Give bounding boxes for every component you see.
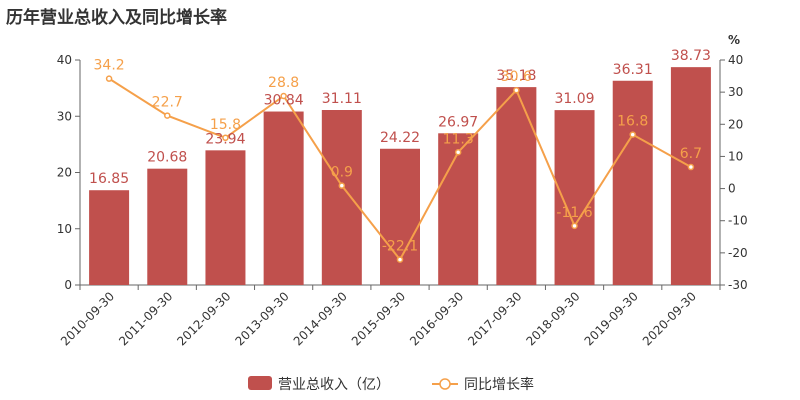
legend-line-label: 同比增长率 — [464, 376, 534, 393]
right-axis-tick-label: -20 — [728, 246, 748, 260]
bar-data-label: 35.18 — [496, 68, 536, 84]
right-axis-tick-label: 30 — [728, 85, 743, 99]
bar — [205, 150, 246, 285]
bar — [147, 168, 188, 285]
bar — [554, 110, 595, 286]
right-axis-tick-label: -10 — [728, 214, 748, 228]
bar-data-label: 36.31 — [613, 62, 653, 78]
growth-point — [454, 149, 462, 156]
growth-point — [513, 86, 520, 94]
right-axis-tick-label: 10 — [728, 149, 743, 163]
x-axis-tick-label: 2019-09-30 — [582, 289, 641, 348]
x-axis-tick-label: 2013-09-30 — [233, 289, 292, 348]
left-axis-tick-label: 30 — [57, 109, 72, 123]
growth-data-label: 6.7 — [680, 146, 702, 162]
x-axis-tick-label: 2011-09-30 — [116, 289, 175, 348]
x-axis-tick-label: 2017-09-30 — [465, 289, 524, 348]
bar — [263, 111, 304, 286]
bar-data-label: 16.85 — [89, 171, 129, 187]
growth-data-label: -22.1 — [382, 239, 418, 255]
left-axis-tick-label: 40 — [57, 53, 72, 67]
x-axis-tick-label: 2016-09-30 — [407, 289, 466, 348]
left-axis-tick-label: 20 — [57, 166, 72, 180]
bar — [670, 67, 711, 285]
bar-data-label: 31.11 — [322, 91, 362, 107]
growth-point — [687, 163, 695, 171]
legend-bar-label: 营业总收入（亿） — [278, 377, 390, 393]
growth-point — [571, 222, 578, 230]
growth-data-label: 28.8 — [268, 75, 299, 91]
growth-data-label: 16.8 — [617, 114, 648, 130]
x-axis-tick-label: 2014-09-30 — [291, 289, 350, 348]
growth-data-label: 30.6 — [501, 69, 532, 85]
growth-point — [222, 134, 229, 142]
bar — [496, 87, 537, 285]
bar — [612, 80, 653, 285]
bar — [438, 133, 479, 285]
right-axis-unit: % — [728, 33, 740, 47]
bar — [89, 190, 130, 285]
bar — [380, 148, 420, 285]
legend-bar-swatch — [248, 376, 272, 390]
left-axis-tick-label: 0 — [64, 278, 72, 292]
growth-point — [629, 131, 636, 138]
growth-data-label: -11.6 — [556, 205, 592, 221]
bar-data-label: 31.09 — [554, 91, 594, 107]
bar-data-label: 23.94 — [205, 131, 245, 147]
growth-point — [164, 112, 171, 119]
right-axis-tick-label: -30 — [728, 278, 748, 292]
growth-data-label: 15.8 — [210, 117, 241, 133]
x-axis-tick-label: 2020-09-30 — [640, 289, 699, 348]
bar — [321, 110, 362, 285]
x-axis-tick-label: 2015-09-30 — [349, 289, 408, 348]
x-axis-tick-label: 2018-09-30 — [523, 289, 582, 348]
left-axis-tick-label: 10 — [57, 222, 72, 236]
x-axis-tick-label: 2012-09-30 — [174, 289, 233, 348]
bar-data-label: 24.22 — [380, 130, 420, 146]
bar-data-label: 30.84 — [264, 93, 304, 109]
growth-point — [338, 182, 346, 189]
growth-data-label: 0.9 — [331, 165, 353, 181]
growth-point — [280, 92, 287, 100]
growth-data-label: 22.7 — [152, 95, 183, 111]
growth-data-label: 11.3 — [443, 131, 474, 147]
chart-title: 历年营业总收入及同比增长率 — [6, 8, 227, 28]
growth-data-label: 34.2 — [94, 58, 125, 74]
right-axis-tick-label: 0 — [728, 182, 736, 196]
growth-point — [396, 256, 404, 263]
bar-data-label: 20.68 — [147, 150, 187, 166]
legend-line-marker — [439, 378, 451, 390]
right-axis-tick-label: 40 — [728, 53, 743, 67]
right-axis-tick-label: 20 — [728, 117, 743, 131]
growth-point — [105, 75, 113, 82]
bar-data-label: 26.97 — [438, 114, 478, 130]
x-axis-tick-label: 2010-09-30 — [58, 289, 117, 348]
bar-data-label: 38.73 — [671, 48, 711, 64]
